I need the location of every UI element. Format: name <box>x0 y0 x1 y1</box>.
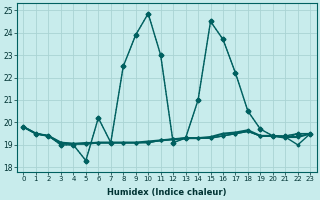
X-axis label: Humidex (Indice chaleur): Humidex (Indice chaleur) <box>107 188 227 197</box>
